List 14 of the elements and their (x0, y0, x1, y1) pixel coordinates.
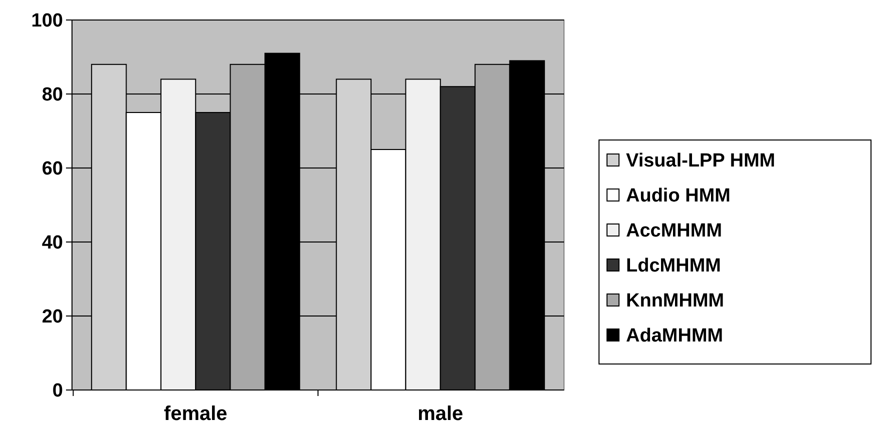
legend-label: Audio HMM (626, 186, 730, 207)
legend-label: Visual-LPP HMM (626, 150, 776, 172)
y-tick-label: 40 (42, 232, 63, 254)
legend-label: LdcMHMM (626, 256, 721, 277)
legend-label: KnnMHMM (626, 290, 724, 312)
x-tick-label: male (418, 403, 464, 425)
y-tick-label: 80 (42, 84, 63, 106)
y-tick-label: 20 (42, 306, 63, 328)
y-tick-label: 0 (52, 380, 63, 402)
x-tick-label: female (164, 403, 228, 425)
y-tick-label: 60 (42, 158, 63, 180)
y-tick-label: 100 (31, 10, 63, 32)
legend-label: AccMHMM (626, 220, 722, 242)
legend-label: AdaMHMM (626, 326, 724, 347)
